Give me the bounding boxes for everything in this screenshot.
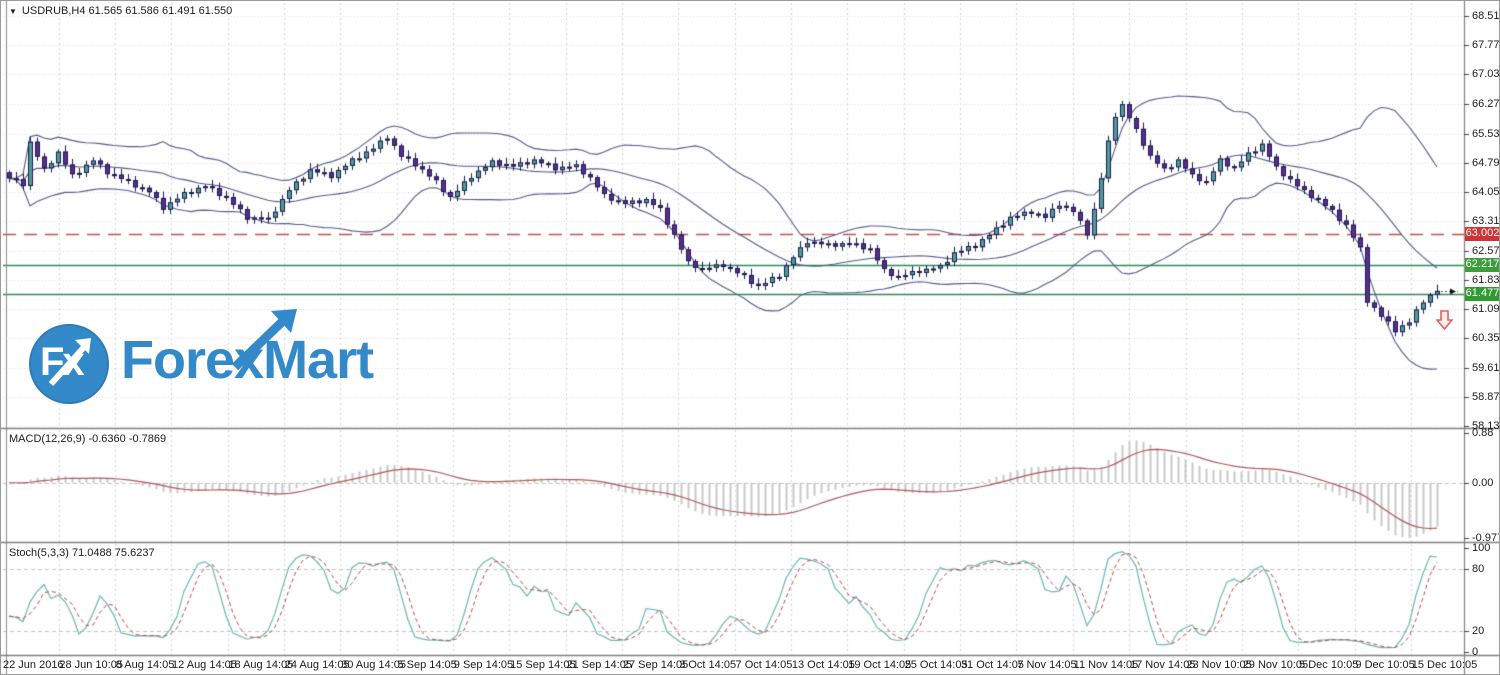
- stoch-axis-label: 20: [1472, 625, 1485, 638]
- price-axis-label: 64.050: [1472, 186, 1500, 199]
- macd-axis-label: 0.00: [1472, 476, 1494, 489]
- time-axis-label: 27 Sep 14:05: [622, 659, 689, 671]
- time-axis-label: 7 Oct 14:05: [735, 659, 793, 671]
- time-axis-label: 30 Aug 14:05: [341, 659, 406, 671]
- logo-fx-text: Fx: [40, 340, 85, 384]
- price-axis-label: 61.090: [1472, 303, 1500, 316]
- time-axis-label: 28 Jun 10:05: [59, 659, 123, 671]
- price-axis-label: 60.350: [1472, 332, 1500, 345]
- price-axis-label: 58.130: [1472, 419, 1500, 432]
- symbol-ohlc-text: USDRUB,H4 61.565 61.586 61.491 61.550: [21, 5, 233, 17]
- forexmart-brand-text: ForexMart: [121, 329, 374, 391]
- time-axis-label: 24 Aug 14:05: [284, 659, 350, 671]
- price-axis[interactable]: 68.510 67.770 67.030 66.270 65.530 64.790 64.0…: [1467, 1, 1500, 674]
- price-axis-label: 67.770: [1472, 39, 1500, 52]
- price-axis-label: 65.530: [1472, 127, 1500, 140]
- symbol-title: ▼ USDRUB,H4 61.565 61.586 61.491 61.550: [9, 5, 232, 17]
- time-axis[interactable]: 22 Jun 2016 28 Jun 10:05 8 Aug 14:05 12 Aug…: [1, 659, 1477, 674]
- price-axis-label: 66.270: [1472, 98, 1500, 111]
- time-axis-label: 17 Nov 14:05: [1130, 659, 1196, 671]
- time-axis-label: 11 Nov 14:05: [1073, 659, 1139, 671]
- time-axis-label: 18 Aug 14:05: [228, 659, 294, 671]
- price-axis-label: 62.570: [1472, 244, 1500, 257]
- time-axis-label: 25 Oct 14:05: [904, 659, 968, 671]
- logo-arrow-icon: [48, 338, 91, 387]
- symbol-dropdown-icon[interactable]: ▼: [9, 7, 17, 16]
- time-axis-label: 15 Sep 14:05: [510, 659, 576, 671]
- price-axis-label: 61.830: [1472, 273, 1500, 286]
- time-axis-label: 13 Oct 14:05: [791, 659, 855, 671]
- time-axis-label: 31 Oct 14:05: [960, 659, 1024, 671]
- bid-price-badge: 61.477: [1465, 286, 1500, 301]
- macd-axis[interactable]: 0.88 0.00 -0.9773: [1467, 1, 1499, 674]
- forexmart-logo-circle: Fx: [29, 324, 109, 404]
- time-axis-label: 29 Nov 10:05: [1242, 659, 1309, 671]
- stoch-axis-label: 0: [1472, 646, 1479, 658]
- macd-axis-label: -0.9773: [1472, 532, 1499, 544]
- price-axis-label: 68.510: [1472, 10, 1500, 22]
- price-axis-label: 59.610: [1472, 361, 1500, 374]
- price-axis-label: 58.870: [1472, 390, 1500, 403]
- upper-level-price-badge: 62.217: [1465, 257, 1500, 272]
- price-axis-label: 64.790: [1472, 156, 1500, 169]
- stoch-indicator-label: Stoch(5,3,3) 71.0488 75.6237: [9, 547, 155, 559]
- time-axis-label: 9 Dec 10:05: [1355, 659, 1415, 671]
- time-axis-label: 21 Sep 14:05: [566, 659, 632, 671]
- brand-mart: Mart: [263, 330, 374, 390]
- time-axis-label: 23 Nov 10:05: [1186, 659, 1252, 671]
- time-axis-label: 9 Sep 14:05: [453, 659, 514, 671]
- brand-arrow-icon: [231, 309, 297, 371]
- time-axis-label: 19 Oct 14:05: [848, 659, 912, 671]
- time-axis-label: 12 Aug 14:05: [172, 659, 237, 671]
- time-axis-label: 15 Dec 10:05: [1411, 659, 1478, 671]
- stoch-axis-label: 100: [1472, 542, 1491, 554]
- time-axis-label: 8 Aug 14:05: [115, 659, 175, 671]
- forexmart-watermark: Fx ForexMart: [29, 309, 374, 407]
- price-axis-label: 67.030: [1472, 68, 1500, 81]
- macd-axis-label: 0.88: [1472, 427, 1494, 439]
- time-axis-label: 3 Oct 14:05: [679, 659, 737, 671]
- stoch-axis[interactable]: 100 80 20 0: [1467, 1, 1499, 674]
- time-axis-label: 7 Nov 14:05: [1017, 659, 1077, 671]
- time-axis-label: 22 Jun 2016: [3, 659, 64, 671]
- macd-indicator-label: MACD(12,26,9) -0.6360 -0.7869: [9, 433, 167, 445]
- stoch-axis-label: 80: [1472, 562, 1485, 575]
- resistance-price-badge: 63.002: [1465, 226, 1500, 241]
- sell-signal-arrow-icon[interactable]: [1436, 310, 1453, 330]
- price-axis-label: 63.310: [1472, 215, 1500, 228]
- time-axis-label: 5 Dec 10:05: [1299, 659, 1359, 671]
- time-axis-label: 5 Sep 14:05: [397, 659, 457, 671]
